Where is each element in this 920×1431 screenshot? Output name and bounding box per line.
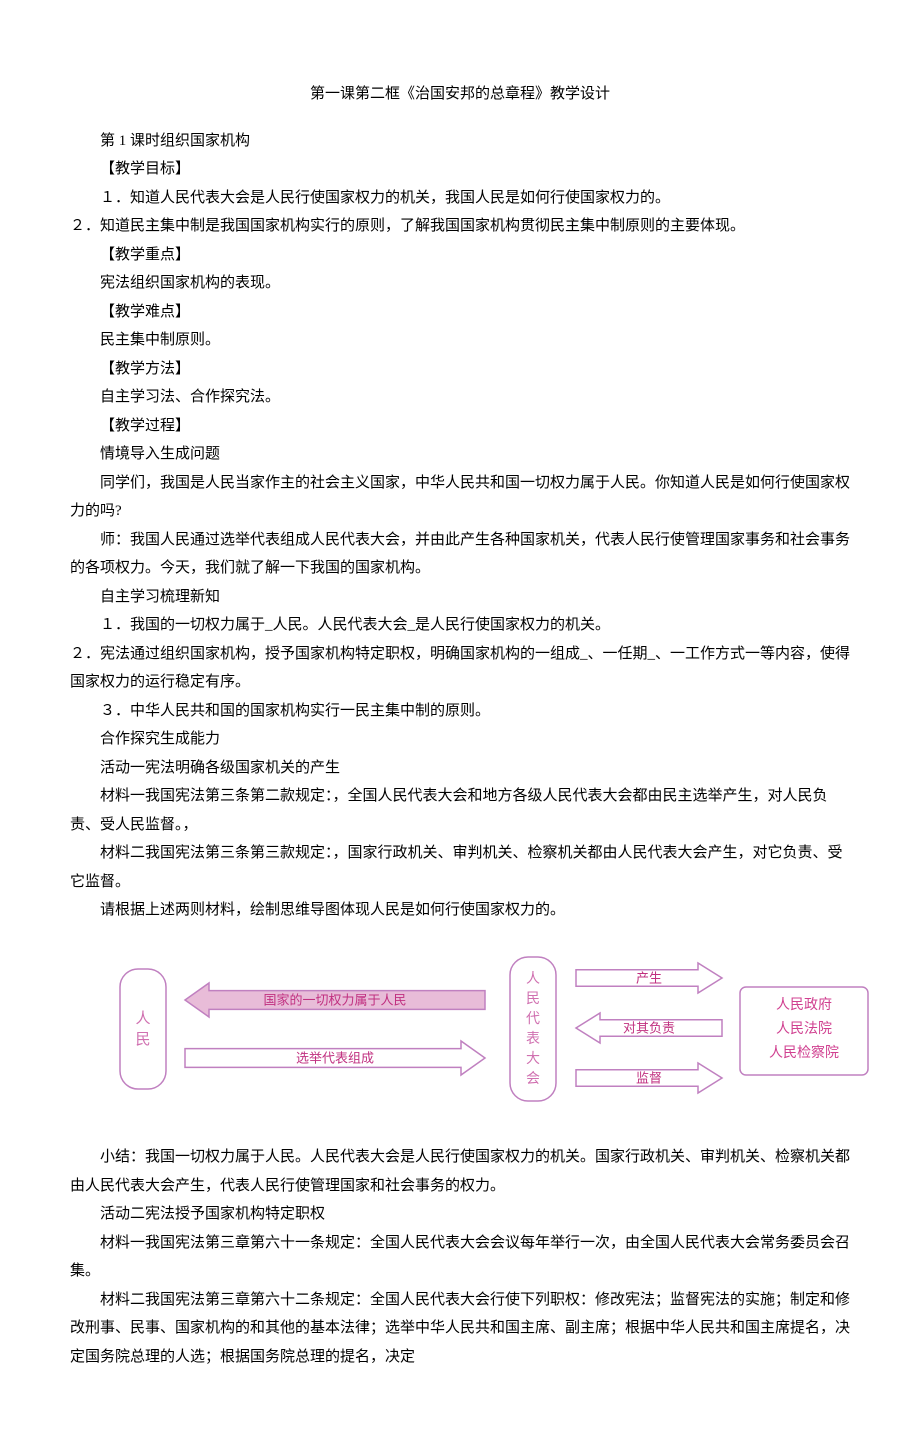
para-scene: 情境导入生成问题: [70, 440, 850, 469]
svg-text:产生: 产生: [636, 970, 662, 985]
para-method: 自主学习法、合作探究法。: [70, 383, 850, 412]
para-goal-head: 【教学目标】: [70, 155, 850, 184]
svg-text:国家的一切权力属于人民: 国家的一切权力属于人民: [263, 992, 406, 1007]
svg-text:人: 人: [135, 1010, 150, 1027]
svg-text:表: 表: [526, 1031, 540, 1047]
para-process-head: 【教学过程】: [70, 412, 850, 441]
para-coop: 合作探究生成能力: [70, 725, 850, 754]
para-summary: 小结：我国一切权力属于人民。人民代表大会是人民行使国家权力的机关。国家行政机关、…: [70, 1143, 850, 1200]
para-mat1: 材料一我国宪法第三条第二款规定：，全国人民代表大会和地方各级人民代表大会都由民主…: [70, 782, 850, 839]
para-s1: １．我国的一切权力属于_人民。人民代表大会_是人民行使国家权力的机关。: [70, 611, 850, 640]
para-mat2b: 材料二我国宪法第三章第六十二条规定：全国人民代表大会行使下列职权：修改宪法；监督…: [70, 1286, 850, 1372]
para-q: 同学们，我国是人民当家作主的社会主义国家，中华人民共和国一切权力属于人民。你知道…: [70, 469, 850, 526]
para-selfstudy: 自主学习梳理新知: [70, 583, 850, 612]
flowchart-svg: 人民人民代表大会人民政府人民法院人民检察院国家的一切权力属于人民选举代表组成产生…: [100, 939, 880, 1119]
para-method-head: 【教学方法】: [70, 355, 850, 384]
svg-text:代: 代: [526, 1011, 540, 1027]
para-s3: ３．中华人民共和国的国家机构实行一民主集中制的原则。: [70, 697, 850, 726]
para-difficult-head: 【教学难点】: [70, 298, 850, 327]
svg-text:人: 人: [526, 971, 540, 987]
svg-text:大: 大: [526, 1051, 540, 1067]
para-difficult: 民主集中制原则。: [70, 326, 850, 355]
svg-text:选举代表组成: 选举代表组成: [296, 1050, 374, 1065]
para-lesson: 第 1 课时组织国家机构: [70, 127, 850, 156]
svg-text:会: 会: [526, 1071, 540, 1087]
para-focus-head: 【教学重点】: [70, 241, 850, 270]
para-mat1b: 材料一我国宪法第三章第六十一条规定：全国人民代表大会会议每年举行一次，由全国人民…: [70, 1229, 850, 1286]
svg-text:人民政府: 人民政府: [776, 997, 832, 1013]
para-act1: 活动一宪法明确各级国家机关的产生: [70, 754, 850, 783]
para-draw: 请根据上述两则材料，绘制思维导图体现人民是如何行使国家权力的。: [70, 896, 850, 925]
doc-title: 第一课第二框《治国安邦的总章程》教学设计: [70, 80, 850, 109]
para-goal-2: ２．知道民主集中制是我国国家机构实行的原则，了解我国国家机构贯彻民主集中制原则的…: [70, 212, 850, 241]
svg-text:民: 民: [526, 992, 540, 1007]
para-act2: 活动二宪法授予国家机构特定职权: [70, 1200, 850, 1229]
para-goal-1: １．知道人民代表大会是人民行使国家权力的机关，我国人民是如何行使国家权力的。: [70, 184, 850, 213]
power-flowchart: 人民人民代表大会人民政府人民法院人民检察院国家的一切权力属于人民选举代表组成产生…: [100, 939, 850, 1130]
svg-text:人民检察院: 人民检察院: [769, 1044, 839, 1061]
para-mat2: 材料二我国宪法第三条第三款规定：，国家行政机关、审判机关、检察机关都由人民代表大…: [70, 839, 850, 896]
para-teacher: 师：我国人民通过选举代表组成人民代表大会，并由此产生各种国家机关，代表人民行使管…: [70, 526, 850, 583]
svg-text:对其负责: 对其负责: [623, 1020, 675, 1035]
para-s2: ２．宪法通过组织国家机构，授予国家机构特定职权，明确国家机构的一组成_、一任期_…: [70, 640, 850, 697]
para-focus: 宪法组织国家机构的表现。: [70, 269, 850, 298]
svg-text:监督: 监督: [636, 1070, 662, 1085]
svg-text:民: 民: [135, 1032, 150, 1048]
svg-text:人民法院: 人民法院: [776, 1021, 832, 1037]
